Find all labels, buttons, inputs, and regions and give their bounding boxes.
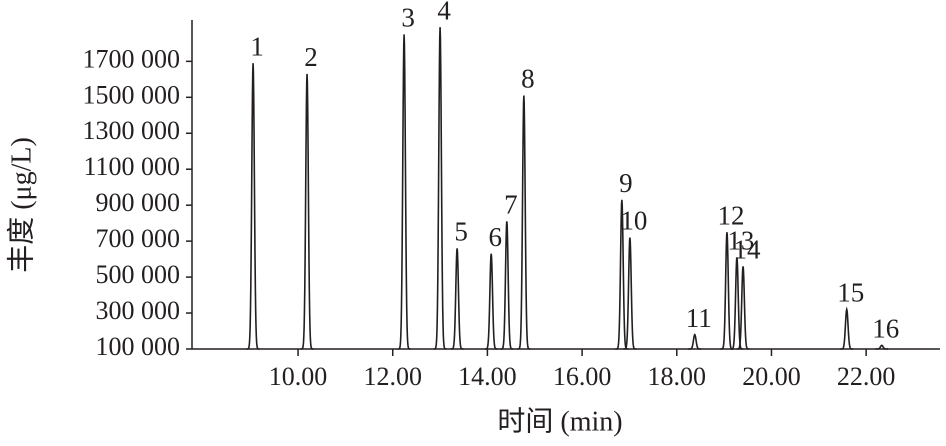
peak-label: 15 (837, 278, 864, 308)
peak-label: 2 (304, 42, 318, 72)
x-tick-label: 14.00 (458, 362, 517, 391)
y-tick-label: 1500 000 (83, 80, 181, 109)
y-tick-label: 300 000 (96, 296, 181, 325)
peak-label: 3 (401, 3, 415, 33)
y-tick-label: 500 000 (96, 260, 181, 289)
peak (397, 34, 411, 350)
peak-label: 7 (504, 190, 518, 220)
peak (300, 73, 314, 350)
x-tick-label: 20.00 (742, 362, 801, 391)
peak-label: 6 (488, 222, 502, 252)
y-tick-label: 1100 000 (83, 152, 180, 181)
peak (433, 27, 447, 350)
y-tick-label: 100 000 (96, 332, 181, 361)
x-tick-label: 12.00 (363, 362, 422, 391)
x-tick-label: 16.00 (553, 362, 612, 391)
x-tick-label: 18.00 (648, 362, 707, 391)
y-tick-label: 1700 000 (83, 44, 181, 73)
y-tick-label: 900 000 (96, 188, 181, 217)
peak-label: 11 (686, 303, 712, 333)
x-tick-label: 10.00 (269, 362, 328, 391)
peak-label: 5 (454, 217, 468, 247)
peak (500, 221, 514, 350)
peak-label: 8 (521, 64, 535, 94)
peak-label: 13 (727, 226, 754, 256)
y-tick-label: 1300 000 (83, 116, 181, 145)
x-tick-label: 22.00 (837, 362, 896, 391)
peak (736, 266, 750, 350)
peak (517, 95, 531, 350)
peak-label: 16 (872, 314, 899, 344)
peak (484, 253, 498, 350)
x-axis-title: 时间 (min) (497, 405, 622, 437)
peak (450, 248, 464, 350)
y-tick-label: 700 000 (96, 224, 181, 253)
peak-label: 10 (620, 206, 647, 236)
peak-label: 1 (250, 31, 264, 61)
peak-label: 9 (619, 168, 633, 198)
peak (623, 237, 637, 350)
peak-label: 12 (717, 200, 744, 230)
peak-label: 14 (734, 235, 762, 265)
peak (875, 344, 889, 350)
peak-label: 4 (437, 0, 451, 25)
peak (688, 333, 702, 350)
peak (730, 257, 744, 350)
y-axis-title: 丰度 (μg/L) (5, 137, 37, 273)
peak (246, 63, 260, 350)
peak (840, 306, 854, 350)
